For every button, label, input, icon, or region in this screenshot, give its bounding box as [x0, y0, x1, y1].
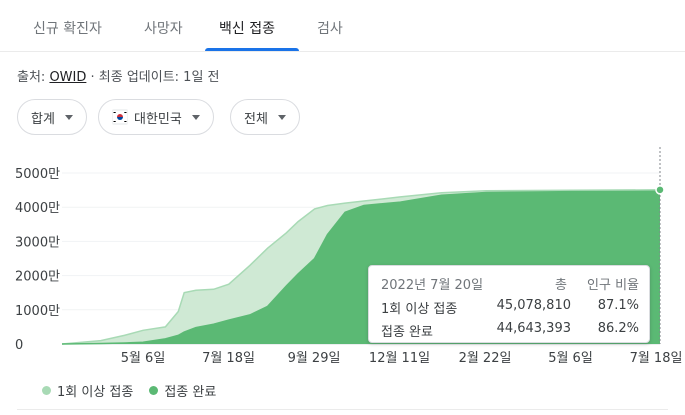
y-axis-tick-label: 4000만 — [15, 201, 60, 216]
scope-dropdown[interactable]: 전체 — [230, 99, 300, 135]
chart-tooltip: 2022년 7월 20일 총 인구 비율 1회 이상 접종 45,078,810… — [368, 265, 650, 343]
legend-item-first-dose[interactable]: 1회 이상 접종 — [42, 381, 133, 400]
source-line: 출처: OWID · 최종 업데이트: 1일 전 — [17, 66, 220, 85]
tooltip-row-total: 44,643,393 — [496, 321, 571, 336]
country-dropdown-label: 대한민국 — [134, 111, 182, 127]
x-axis-tick-label: 7월 18일 — [630, 351, 683, 366]
legend-dot-icon — [149, 386, 159, 395]
y-axis-tick-label: 2000만 — [15, 270, 60, 285]
x-axis-tick-label: 5월 6일 — [548, 351, 593, 366]
series-line — [61, 189, 661, 345]
x-axis-tick-label: 12월 11일 — [369, 351, 430, 366]
legend-dot-icon — [42, 386, 51, 395]
x-axis-tick-label: 2월 22일 — [459, 351, 512, 366]
x-axis-tick-label: 9월 29일 — [288, 351, 341, 366]
tooltip-col-total: 총 — [555, 278, 567, 293]
tab-new-cases[interactable]: 신규 확진자 — [33, 21, 102, 37]
legend-label: 접종 완료 — [164, 385, 217, 400]
x-axis-tick-label: 7월 18일 — [202, 351, 255, 366]
source-link-owid[interactable]: OWID — [49, 70, 87, 85]
source-updated: · 최종 업데이트: 1일 전 — [86, 70, 220, 85]
country-dropdown[interactable]: 대한민국 — [98, 99, 214, 135]
tooltip-row-total: 45,078,810 — [496, 298, 571, 313]
tooltip-date: 2022년 7월 20일 — [381, 278, 484, 293]
active-tab-indicator — [205, 48, 299, 51]
chart-legend: 1회 이상 접종 접종 완료 — [42, 381, 232, 400]
tooltip-col-pct: 인구 비율 — [587, 278, 639, 293]
tab-vaccination[interactable]: 백신 접종 — [219, 21, 275, 37]
divider — [17, 409, 668, 410]
tooltip-row-pct: 86.2% — [597, 321, 639, 336]
chevron-down-icon — [64, 114, 73, 120]
tab-deaths[interactable]: 사망자 — [144, 21, 183, 37]
tooltip-row-pct: 87.1% — [597, 298, 639, 313]
tooltip-row-label: 1회 이상 접종 — [381, 302, 458, 317]
metric-dropdown-label: 합계 — [31, 111, 55, 127]
hover-point — [655, 185, 665, 195]
chevron-down-icon — [277, 114, 286, 120]
y-axis-tick-label: 1000만 — [15, 304, 60, 319]
source-prefix: 출처: — [17, 70, 50, 85]
tooltip-row-label: 접종 완료 — [381, 325, 433, 340]
legend-label: 1회 이상 접종 — [57, 385, 134, 400]
chevron-down-icon — [191, 114, 200, 120]
series-line — [61, 190, 661, 345]
korea-flag-icon — [112, 109, 128, 125]
y-axis-tick-label: 5000만 — [15, 167, 60, 182]
tab-tests[interactable]: 검사 — [317, 21, 343, 37]
tab-bar: 신규 확진자 사망자 백신 접종 검사 — [0, 0, 685, 52]
y-axis-tick-label: 3000만 — [15, 235, 60, 250]
x-axis-tick-label: 5월 6일 — [121, 351, 166, 366]
y-axis-tick-label: 0 — [15, 338, 23, 353]
scope-dropdown-label: 전체 — [244, 111, 268, 127]
metric-dropdown[interactable]: 합계 — [17, 99, 87, 135]
legend-item-fully[interactable]: 접종 완료 — [149, 381, 216, 400]
